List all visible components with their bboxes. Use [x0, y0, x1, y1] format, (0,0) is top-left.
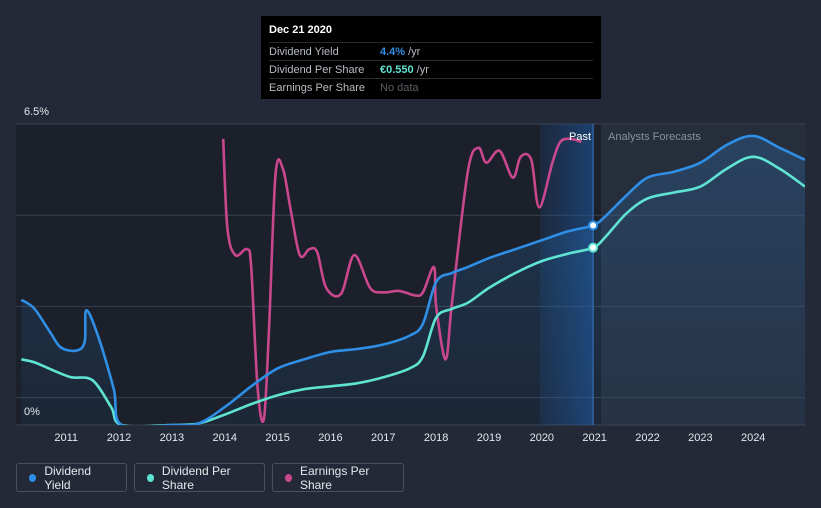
legend-earnings-per-share[interactable]: Earnings Per Share — [272, 463, 404, 492]
legend-dot-icon — [285, 473, 292, 482]
x-tick-label: 2014 — [213, 432, 237, 444]
hover-tooltip: Dec 21 2020 Dividend Yield 4.4% /yr Divi… — [261, 16, 601, 99]
legend-dividend-yield[interactable]: Dividend Yield — [16, 463, 127, 492]
dividend-yield-marker — [588, 220, 599, 231]
dividend-per-share-line — [21, 155, 805, 425]
tooltip-value: 4.4% — [380, 45, 406, 58]
forecast-label: Analysts Forecasts — [608, 131, 701, 143]
x-tick-label: 2011 — [54, 432, 78, 444]
earnings-per-share-line — [221, 137, 582, 423]
legend-label: Earnings Per Share — [299, 463, 370, 492]
x-tick-label: 2016 — [318, 432, 342, 444]
x-tick-label: 2024 — [741, 432, 765, 444]
tooltip-label: Earnings Per Share — [269, 81, 365, 94]
past-label: Past — [569, 131, 591, 143]
tooltip-value: No data — [380, 81, 419, 94]
legend-dividend-per-share[interactable]: Dividend Per Share — [134, 463, 265, 492]
tooltip-unit: /yr — [408, 45, 421, 58]
tooltip-unit: /yr — [416, 63, 429, 76]
tooltip-label: Dividend Yield — [269, 45, 339, 58]
legend-label: Dividend Yield — [44, 463, 92, 492]
x-tick-label: 2017 — [371, 432, 395, 444]
x-tick-label: 2015 — [265, 432, 289, 444]
x-tick-label: 2021 — [582, 432, 606, 444]
y-top-label: 6.5% — [24, 106, 50, 118]
legend-dot-icon — [147, 473, 154, 482]
x-tick-label: 2023 — [688, 432, 712, 444]
chart-plot: Past Analysts Forecasts 2011 2012 2013 2014… — [16, 123, 805, 444]
tooltip-row-dividend-per-share: Dividend Per Share €0.550 /yr — [269, 60, 593, 78]
dividend-per-share-marker — [588, 242, 599, 253]
x-tick-label: 2013 — [160, 432, 184, 444]
x-tick-label: 2018 — [424, 432, 448, 444]
x-tick-label: 2012 — [107, 432, 131, 444]
dividend-yield-line — [20, 134, 805, 425]
y-bottom-label: 0% — [24, 406, 40, 418]
x-tick-label: 2020 — [530, 432, 554, 444]
tooltip-value: €0.550 — [380, 63, 414, 76]
tooltip-row-earnings-per-share: Earnings Per Share No data — [269, 78, 593, 96]
legend-label: Dividend Per Share — [161, 463, 231, 492]
x-tick-label: 2019 — [477, 432, 501, 444]
tooltip-row-dividend-yield: Dividend Yield 4.4% /yr — [269, 42, 593, 60]
dividend-yield-area — [21, 135, 805, 425]
x-tick-label: 2022 — [635, 432, 659, 444]
tooltip-date: Dec 21 2020 — [269, 24, 332, 36]
tooltip-label: Dividend Per Share — [269, 63, 365, 76]
legend-dot-icon — [29, 473, 37, 482]
